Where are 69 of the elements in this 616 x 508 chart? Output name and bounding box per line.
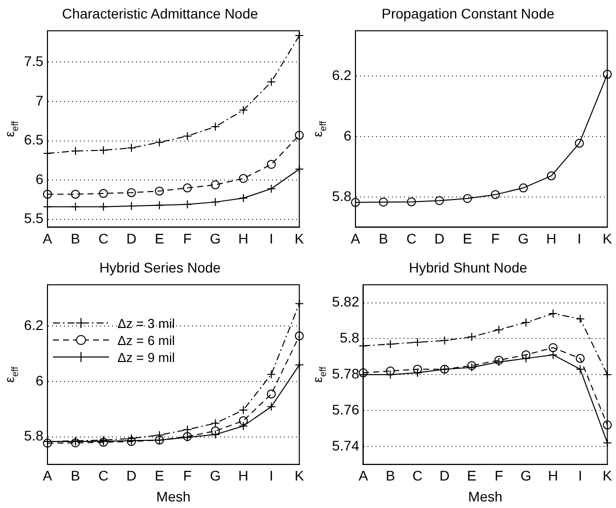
x-tick-label: I [577,230,582,246]
x-tick-label: C [406,230,416,246]
x-tick-label: I [269,230,274,246]
x-tick-label: A [42,468,53,484]
x-tick-label: E [154,230,164,246]
chart-title: Hybrid Shunt Node [408,259,528,276]
x-tick-label: D [440,468,450,484]
x-tick-label: B [378,230,388,246]
y-tick-label: 6 [36,372,44,388]
x-tick-label: G [518,230,529,246]
x-tick-label: B [386,468,396,484]
y-tick-label: 5.8 [332,188,352,204]
x-tick-label: E [154,468,164,484]
x-tick-label: B [70,468,80,484]
y-tick-label: 5.8 [24,428,44,444]
legend-label: Δz = 3 mil [117,316,175,331]
chart-title: Characteristic Admittance Node [62,5,258,22]
x-tick-label: H [548,468,558,484]
x-tick-label: I [269,468,274,484]
x-tick-label: D [434,230,444,246]
x-tick-label: G [520,468,532,484]
y-tick-label: 5.78 [332,365,360,382]
x-tick-label: A [350,230,361,246]
y-tick-label: 7.5 [24,53,44,70]
x-tick-label: A [42,230,53,246]
x-tick-label: D [126,468,136,484]
x-tick-label: H [546,230,556,246]
x-tick-label: F [494,468,504,484]
y-tick-label: 5.5 [24,210,44,226]
y-axis-title: εeff [310,366,328,383]
x-tick-label: F [183,230,192,246]
x-tick-label: I [578,468,582,484]
x-tick-label: K [602,468,613,484]
chart-title: Hybrid Series Node [99,259,221,276]
x-tick-label: F [491,230,500,246]
y-tick-label: 5.76 [332,401,360,418]
x-tick-label: G [210,230,221,246]
y-tick-label: 6 [344,127,352,144]
y-tick-label: 6 [36,170,44,187]
y-axis-title: εeff [2,366,20,383]
x-tick-label: F [183,468,192,484]
y-tick-label: 7 [36,92,44,108]
x-tick-label: K [294,468,305,484]
x-tick-label: G [210,468,221,484]
x-tick-label: H [238,230,248,246]
y-tick-label: 5.74 [332,437,360,454]
x-tick-label: C [98,468,108,484]
legend-label: Δz = 6 mil [117,332,175,348]
y-tick-label: 6.5 [24,132,44,148]
x-tick-label: A [358,468,369,484]
chart-title: Propagation Constant Node [382,5,555,22]
x-axis-title: Mesh [468,488,502,504]
y-axis-title: εeff [2,120,20,138]
x-tick-label: K [602,230,613,246]
x-tick-label: E [462,230,472,246]
x-tick-label: C [98,230,108,246]
x-tick-label: E [467,468,476,484]
x-tick-label: D [126,230,136,246]
x-axis-title: Mesh [156,488,191,504]
y-tick-label: 5.8 [340,330,360,346]
y-tick-label: 6.2 [332,66,352,83]
x-tick-label: B [70,230,80,246]
y-tick-label: 5.82 [332,294,360,310]
y-axis-title: εeff [310,120,328,138]
x-tick-label: H [238,468,248,484]
y-tick-label: 6.2 [24,317,44,334]
x-tick-label: K [294,230,305,246]
legend-label: Δz = 9 mil [117,350,175,365]
x-tick-label: C [412,468,423,484]
